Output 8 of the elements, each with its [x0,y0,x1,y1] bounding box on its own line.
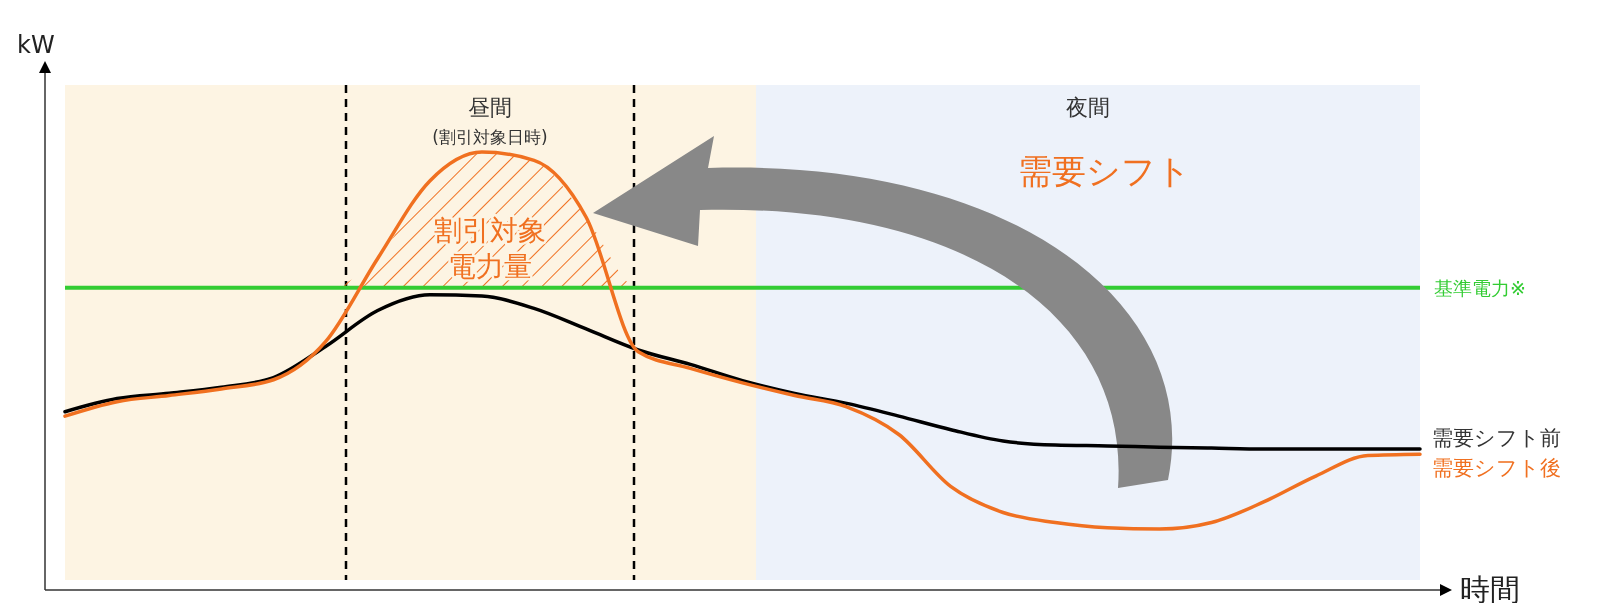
y-axis-title: kW [17,31,55,59]
series-label: 需要シフト後 [1432,455,1561,480]
text: 夜間 [1066,95,1110,120]
series-label: 需要シフト前 [1432,425,1561,450]
text: (割引対象日時) [432,127,548,147]
annotation: 需要シフト [1018,151,1191,191]
text: 昼間 [468,95,512,120]
ref-line-label: 基準電力※ [1434,276,1526,299]
